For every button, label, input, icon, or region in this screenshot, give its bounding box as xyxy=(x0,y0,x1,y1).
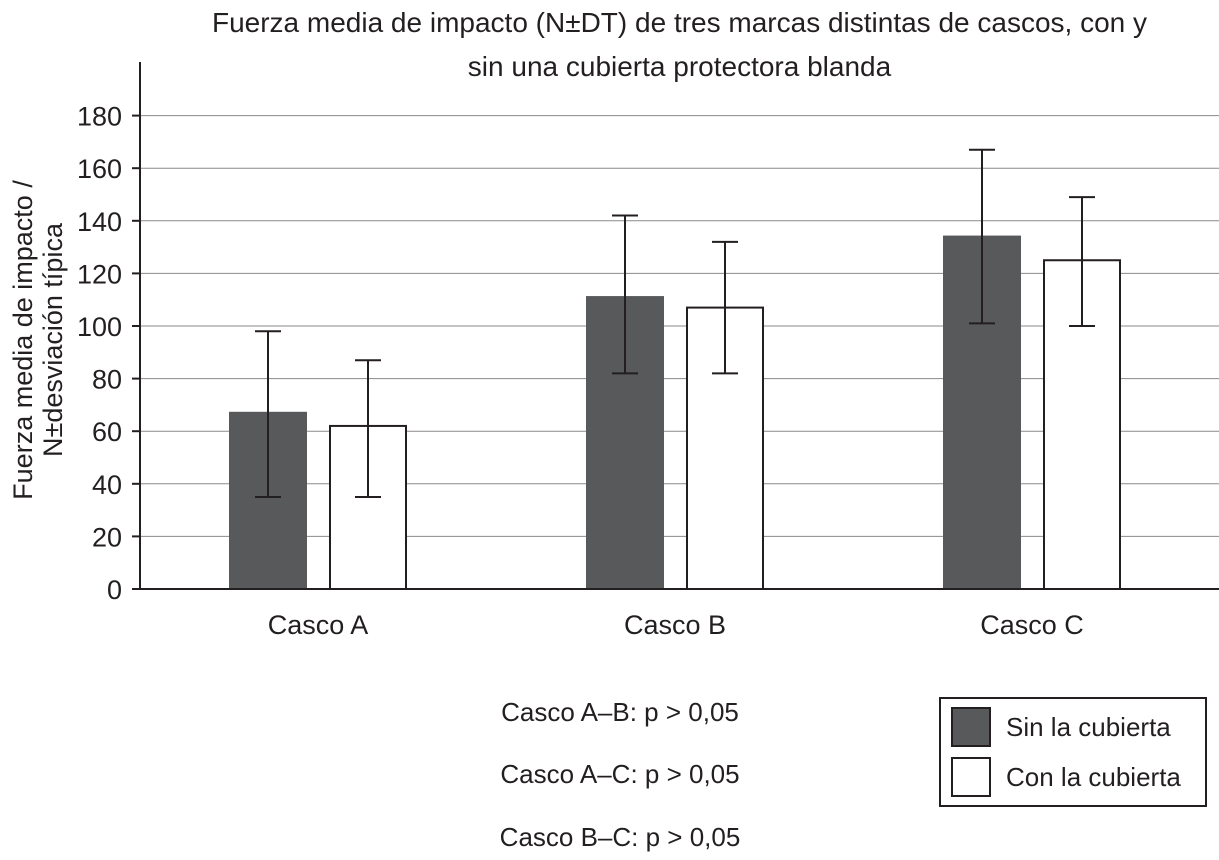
legend-swatch-con-cubierta xyxy=(951,757,991,797)
chart-title-line-2: sin una cubierta protectora blanda xyxy=(467,51,892,82)
y-tick-label-120: 120 xyxy=(77,259,122,289)
legend-label-con-cubierta: Con la cubierta xyxy=(1006,761,1181,792)
significance-annotation-bc: Casco B–C: p > 0,05 xyxy=(499,822,741,852)
x-tick-label-2: Casco C xyxy=(980,610,1084,640)
chart-legend: Sin la cubierta Con la cubierta xyxy=(939,697,1207,807)
y-tick-label-60: 60 xyxy=(92,417,122,447)
significance-annotation-ab: Casco A–B: p > 0,05 xyxy=(501,697,739,727)
y-tick-label-40: 40 xyxy=(92,470,122,500)
legend-item-con-cubierta: Con la cubierta xyxy=(951,757,1181,797)
y-axis-label-line-1: Fuerza media de impacto / xyxy=(8,180,38,500)
y-tick-label-140: 140 xyxy=(77,207,122,237)
y-tick-label-20: 20 xyxy=(92,522,122,552)
y-axis-label-line-2: N±desviación típica xyxy=(38,222,68,457)
y-tick-label-180: 180 xyxy=(77,102,122,132)
y-tick-label-0: 0 xyxy=(107,575,122,605)
x-tick-label-0: Casco A xyxy=(268,610,369,640)
legend-label-sin-cubierta: Sin la cubierta xyxy=(1006,711,1171,742)
chart-title-line-1: Fuerza media de impacto (N±DT) de tres m… xyxy=(211,7,1148,38)
y-tick-label-100: 100 xyxy=(77,312,122,342)
y-tick-label-160: 160 xyxy=(77,154,122,184)
legend-item-sin-cubierta: Sin la cubierta xyxy=(951,707,1171,747)
significance-annotation-ac: Casco A–C: p > 0,05 xyxy=(500,759,740,789)
legend-swatch-sin-cubierta xyxy=(951,707,991,747)
y-tick-label-80: 80 xyxy=(92,365,122,395)
x-tick-label-1: Casco B xyxy=(624,610,726,640)
